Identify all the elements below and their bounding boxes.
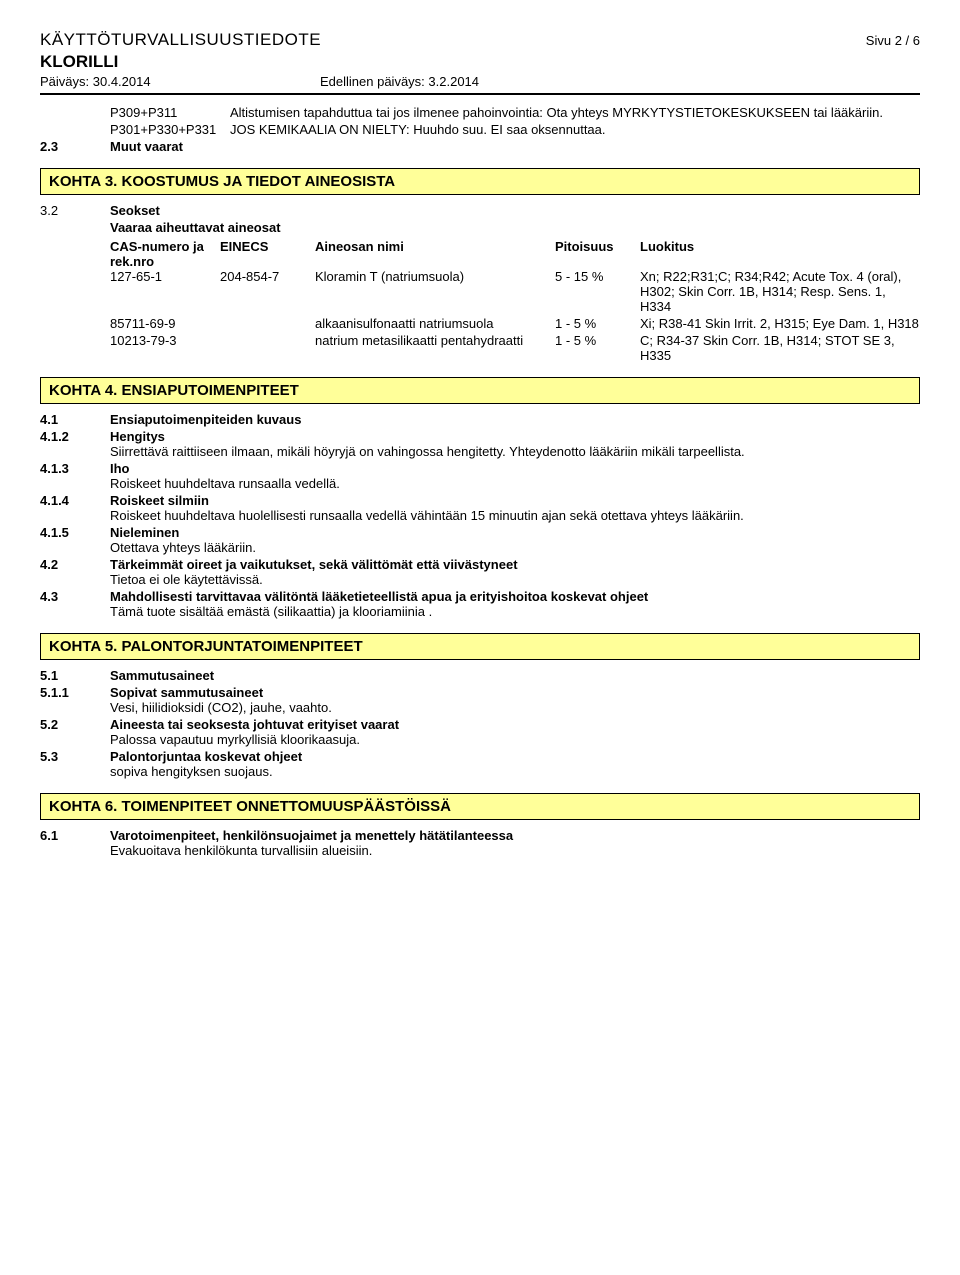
section-4-bar: KOHTA 4. ENSIAPUTOIMENPITEET <box>40 377 920 404</box>
section-item: 4.2Tärkeimmät oireet ja vaikutukset, sek… <box>40 557 920 587</box>
section-item: 5.3Palontorjuntaa koskevat ohjeetsopiva … <box>40 749 920 779</box>
item-body: Roiskeet huuhdeltava runsaalla vedellä. <box>110 476 920 491</box>
item-body: Siirrettävä raittiiseen ilmaan, mikäli h… <box>110 444 920 459</box>
item-body: Roiskeet huuhdeltava huolellisesti runsa… <box>110 508 920 523</box>
item-title: Mahdollisesti tarvittavaa välitöntä lääk… <box>110 589 920 604</box>
vaaraa-aineosat: Vaaraa aiheuttavat aineosat <box>110 220 920 235</box>
col-class: Luokitus <box>640 239 920 269</box>
section-item: 4.1.5NieleminenOtettava yhteys lääkäriin… <box>40 525 920 555</box>
header-divider <box>40 93 920 95</box>
item-num: 4.1 <box>40 412 110 427</box>
item-title: Sammutusaineet <box>110 668 920 683</box>
section-2-3-label: Muut vaarat <box>110 139 920 154</box>
p-code-text: JOS KEMIKAALIA ON NIELTY: Huuhdo suu. EI… <box>230 122 920 137</box>
composition-table: CAS-numero ja rek.nro EINECS Aineosan ni… <box>110 239 920 363</box>
cell-class: Xn; R22;R31;C; R34;R42; Acute Tox. 4 (or… <box>640 269 920 314</box>
item-num: 5.1 <box>40 668 110 683</box>
doc-title: KÄYTTÖTURVALLISUUSTIEDOTE <box>40 30 321 50</box>
item-title: Palontorjuntaa koskevat ohjeet <box>110 749 920 764</box>
item-body: sopiva hengityksen suojaus. <box>110 764 920 779</box>
cell-cas: 127-65-1 <box>110 269 220 284</box>
date: Päiväys: 30.4.2014 <box>40 74 320 89</box>
p-code: P301+P330+P331 <box>110 122 230 137</box>
section-2-3-num: 2.3 <box>40 139 110 154</box>
item-title: Varotoimenpiteet, henkilönsuojaimet ja m… <box>110 828 920 843</box>
item-title: Tärkeimmät oireet ja vaikutukset, sekä v… <box>110 557 920 572</box>
cell-conc: 1 - 5 % <box>555 333 640 348</box>
item-body: Otettava yhteys lääkäriin. <box>110 540 920 555</box>
col-cas: CAS-numero ja rek.nro <box>110 239 220 269</box>
section-item: 4.3Mahdollisesti tarvittavaa välitöntä l… <box>40 589 920 619</box>
cell-conc: 1 - 5 % <box>555 316 640 331</box>
table-row: 10213-79-3 natrium metasilikaatti pentahy… <box>110 333 920 363</box>
section-3-bar: KOHTA 3. KOOSTUMUS JA TIEDOT AINEOSISTA <box>40 168 920 195</box>
item-body: Tietoa ei ole käytettävissä. <box>110 572 920 587</box>
item-body: Evakuoitava henkilökunta turvallisiin al… <box>110 843 920 858</box>
item-body: Tämä tuote sisältää emästä (silikaattia)… <box>110 604 920 619</box>
p-code-text: Altistumisen tapahduttua tai jos ilmenee… <box>230 105 920 120</box>
item-num: 4.1.4 <box>40 493 110 523</box>
section-item: 5.2Aineesta tai seoksesta johtuvat erity… <box>40 717 920 747</box>
item-num: 4.3 <box>40 589 110 619</box>
item-num: 6.1 <box>40 828 110 858</box>
col-conc: Pitoisuus <box>555 239 640 269</box>
item-title: Roiskeet silmiin <box>110 493 920 508</box>
cell-name: alkaanisulfonaatti natriumsuola <box>315 316 555 331</box>
table-row: 85711-69-9 alkaanisulfonaatti natriumsuol… <box>110 316 920 331</box>
cell-class: C; R34-37 Skin Corr. 1B, H314; STOT SE 3… <box>640 333 920 363</box>
item-num: 5.3 <box>40 749 110 779</box>
section-item: 5.1.1Sopivat sammutusaineetVesi, hiilidi… <box>40 685 920 715</box>
cell-cas: 10213-79-3 <box>110 333 220 348</box>
item-num: 4.1.3 <box>40 461 110 491</box>
col-einecs: EINECS <box>220 239 315 269</box>
section-item: 6.1Varotoimenpiteet, henkilönsuojaimet j… <box>40 828 920 858</box>
p-code: P309+P311 <box>110 105 230 120</box>
section-item: 4.1Ensiaputoimenpiteiden kuvaus <box>40 412 920 427</box>
cell-name: natrium metasilikaatti pentahydraatti <box>315 333 555 348</box>
prev-date: Edellinen päiväys: 3.2.2014 <box>320 74 479 89</box>
item-num: 4.2 <box>40 557 110 587</box>
item-body: Vesi, hiilidioksidi (CO2), jauhe, vaahto… <box>110 700 920 715</box>
item-title: Aineesta tai seoksesta johtuvat erityise… <box>110 717 920 732</box>
cell-einecs: 204-854-7 <box>220 269 315 284</box>
table-row: 127-65-1204-854-7Kloramin T (natriumsuol… <box>110 269 920 314</box>
cell-class: Xi; R38-41 Skin Irrit. 2, H315; Eye Dam.… <box>640 316 920 331</box>
section-6-bar: KOHTA 6. TOIMENPITEET ONNETTOMUUSPÄÄSTÖI… <box>40 793 920 820</box>
page-number: Sivu 2 / 6 <box>866 33 920 48</box>
cell-conc: 5 - 15 % <box>555 269 640 284</box>
item-num: 5.1.1 <box>40 685 110 715</box>
item-num: 4.1.5 <box>40 525 110 555</box>
item-title: Nieleminen <box>110 525 920 540</box>
item-num: 4.1.2 <box>40 429 110 459</box>
section-item: 5.1Sammutusaineet <box>40 668 920 683</box>
section-3-2-seokset: Seokset <box>110 203 920 218</box>
cell-name: Kloramin T (natriumsuola) <box>315 269 555 284</box>
section-item: 4.1.3IhoRoiskeet huuhdeltava runsaalla v… <box>40 461 920 491</box>
item-title: Sopivat sammutusaineet <box>110 685 920 700</box>
item-title: Ensiaputoimenpiteiden kuvaus <box>110 412 920 427</box>
item-title: Hengitys <box>110 429 920 444</box>
item-title: Iho <box>110 461 920 476</box>
section-5-bar: KOHTA 5. PALONTORJUNTATOIMENPITEET <box>40 633 920 660</box>
item-num: 5.2 <box>40 717 110 747</box>
section-3-2-num: 3.2 <box>40 203 110 218</box>
product-name: KLORILLI <box>40 52 920 72</box>
section-item: 4.1.2HengitysSiirrettävä raittiiseen ilm… <box>40 429 920 459</box>
col-name: Aineosan nimi <box>315 239 555 269</box>
section-item: 4.1.4Roiskeet silmiinRoiskeet huuhdeltav… <box>40 493 920 523</box>
item-body: Palossa vapautuu myrkyllisiä kloorikaasu… <box>110 732 920 747</box>
cell-cas: 85711-69-9 <box>110 316 220 331</box>
